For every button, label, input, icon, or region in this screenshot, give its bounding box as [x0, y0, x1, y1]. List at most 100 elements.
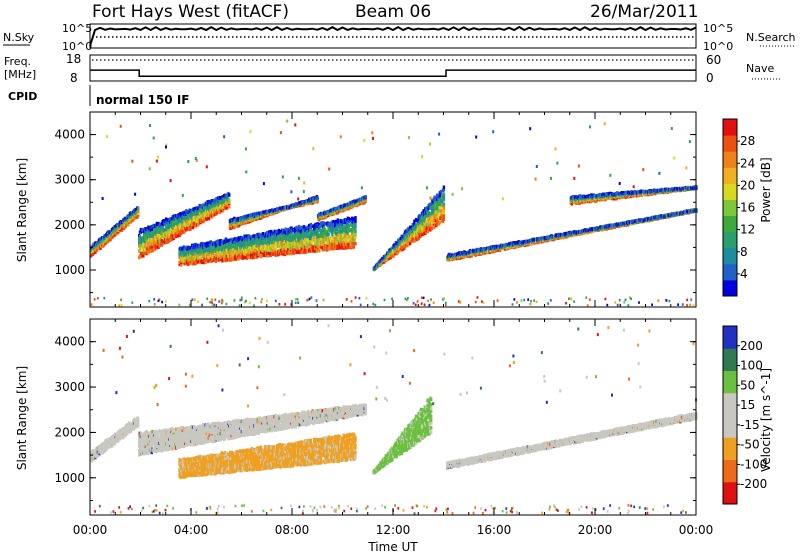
echo-cell [191, 225, 195, 230]
date-label: 26/Mar/2011 [590, 2, 698, 22]
echo-cell [442, 208, 446, 213]
echo-cell [442, 185, 446, 189]
echo-cell [156, 237, 159, 242]
echo-cell [354, 219, 357, 223]
echo-cell [201, 203, 205, 207]
echo-cell [164, 237, 168, 241]
echo-cell [354, 232, 357, 237]
nsearch-label: N.Search [746, 31, 796, 44]
echo-cell [185, 225, 188, 229]
echo-cell [354, 241, 357, 246]
echo-cell [144, 237, 148, 241]
echo-cell [167, 227, 170, 232]
echo-cell [162, 230, 165, 235]
echo-cell [352, 245, 355, 249]
beam-label: Beam 06 [355, 2, 431, 22]
nsky-label: N.Sky [3, 31, 35, 44]
nsearch-tick-bottom: 10^0 [703, 40, 733, 53]
echo-cell [175, 219, 179, 223]
echo-cell [152, 225, 155, 230]
echo-cell [154, 235, 157, 240]
echo-cell [205, 217, 208, 221]
echo-cell [150, 245, 153, 249]
echo-cell [181, 214, 185, 219]
echo-cell [201, 209, 205, 213]
echo-cell [153, 241, 156, 245]
echo-cell [142, 254, 145, 258]
echo-cell [188, 224, 191, 229]
echo-cell [354, 216, 357, 220]
echo-cell [137, 206, 140, 211]
echo-cell [197, 219, 201, 223]
echo-cell [228, 198, 231, 203]
echo-cell [176, 221, 180, 226]
echo-cell [161, 225, 164, 229]
echo-cell [175, 225, 178, 229]
echo-cell [442, 202, 446, 206]
freq-series [90, 69, 696, 77]
echo-cell [442, 214, 446, 218]
echo-cell [138, 249, 141, 253]
nsky-series [89, 25, 697, 47]
echo-cell [166, 218, 169, 222]
echo-cell [207, 216, 211, 221]
echo-cell [140, 246, 143, 251]
echo-cell [181, 220, 185, 224]
echo-cell [318, 249, 321, 253]
echo-cell [176, 234, 180, 238]
noise-panel: N.Sky 10^5 10^0 10^5 10^0 N.Search [3, 22, 796, 53]
cpid-value: normal 150 IF [96, 93, 190, 107]
echo-cell [190, 225, 193, 229]
freq-tick-bottom: 8 [70, 71, 78, 85]
echo-cell [154, 247, 157, 252]
echo-cell [199, 207, 202, 211]
echo-cell [162, 239, 165, 244]
echo-cell [95, 248, 99, 252]
echo-cell [167, 222, 170, 226]
echo-cell [196, 213, 199, 217]
echo-cell [204, 207, 207, 211]
echo-cell [442, 217, 446, 221]
echo-cell [103, 236, 106, 240]
echo-cell [159, 223, 163, 228]
echo-cell [168, 234, 171, 239]
echo-cell [170, 226, 173, 231]
echo-cell [140, 243, 143, 247]
echo-cell [169, 217, 172, 221]
power-data-layer [90, 119, 698, 307]
echo-cell [186, 218, 190, 223]
echo-cell [197, 221, 201, 226]
echo-cell [195, 217, 198, 221]
echo-cell [172, 236, 175, 241]
echo-cell [173, 233, 176, 238]
echo-cell [211, 199, 214, 203]
echo-cell [193, 212, 196, 217]
echo-cell [142, 251, 145, 255]
echo-cell [155, 231, 159, 236]
echo-cell [159, 235, 162, 240]
echo-cell [154, 243, 157, 248]
echo-cell [163, 228, 166, 232]
echo-cell [191, 212, 194, 216]
echo-cell [364, 195, 367, 199]
echo-cell [148, 234, 151, 239]
echo-cell [137, 209, 140, 214]
station-title: Fort Hays West (fitACF) [92, 2, 289, 22]
echo-cell [354, 229, 357, 233]
echo-cell [178, 217, 181, 221]
freq-label: Freq. [4, 55, 31, 68]
echo-cell [193, 207, 196, 211]
echo-cell [157, 232, 160, 237]
echo-cell [180, 231, 183, 236]
echo-cell [228, 205, 231, 209]
echo-cell [113, 225, 116, 229]
echo-cell [151, 248, 154, 253]
echo-cell [202, 217, 206, 221]
echo-cell [105, 238, 108, 243]
freq-unit: [MHz] [4, 68, 36, 81]
echo-cell [138, 241, 141, 245]
echo-cell [183, 229, 186, 233]
echo-cell [121, 227, 124, 232]
